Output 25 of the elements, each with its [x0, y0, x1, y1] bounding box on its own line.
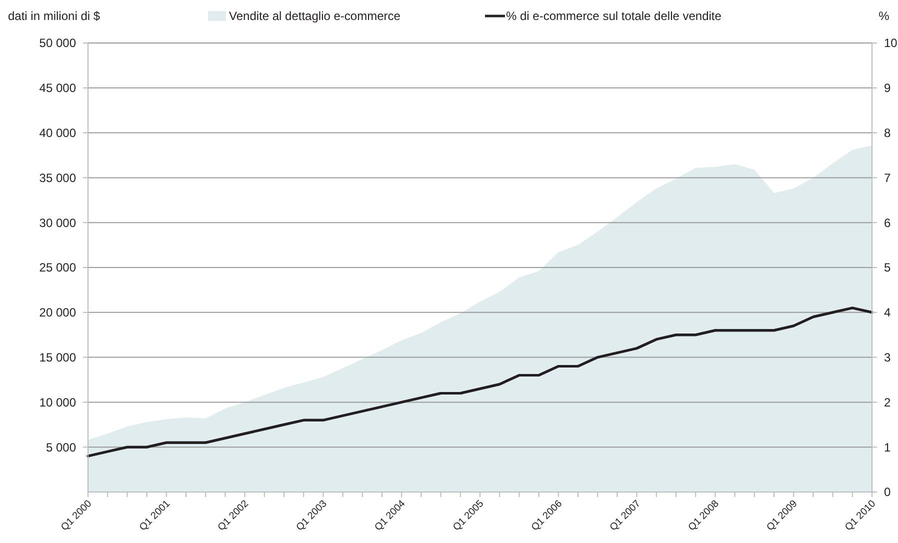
- y-tick-label: 20 000: [39, 306, 76, 320]
- y2-tick-label: 1: [884, 440, 891, 454]
- y-axis-title: dati in milioni di $: [8, 9, 100, 23]
- y2-tick-label: 7: [884, 170, 891, 185]
- y-tick-label: 40 000: [39, 126, 76, 140]
- y2-tick-label: 2: [884, 395, 891, 410]
- y-tick-label: 50 000: [39, 36, 76, 50]
- y2-tick-label: 5: [884, 260, 891, 275]
- legend-label: Vendite al dettaglio e-commerce: [229, 9, 401, 24]
- y2-tick-label: 8: [884, 126, 891, 140]
- y2-tick-label: 3: [884, 350, 891, 364]
- legend-label: % di e-commerce sul totale delle vendite: [506, 9, 722, 24]
- y2-tick-label: 4: [884, 306, 891, 320]
- y-tick-label: 45 000: [39, 81, 76, 96]
- y2-tick-label: 6: [884, 216, 891, 230]
- y-tick-label: 5 000: [46, 440, 76, 454]
- y-tick-label: 30 000: [39, 216, 76, 230]
- y2-tick-label: 9: [884, 81, 891, 96]
- y2-tick-label: 0: [884, 485, 891, 500]
- y2-axis-title: %: [878, 9, 890, 23]
- y-tick-label: 25 000: [39, 260, 76, 275]
- y-tick-label: 10 000: [39, 395, 76, 410]
- y-tick-label: 15 000: [39, 350, 76, 364]
- y-tick-label: 35 000: [39, 170, 76, 185]
- y2-tick-label: 10: [884, 36, 898, 50]
